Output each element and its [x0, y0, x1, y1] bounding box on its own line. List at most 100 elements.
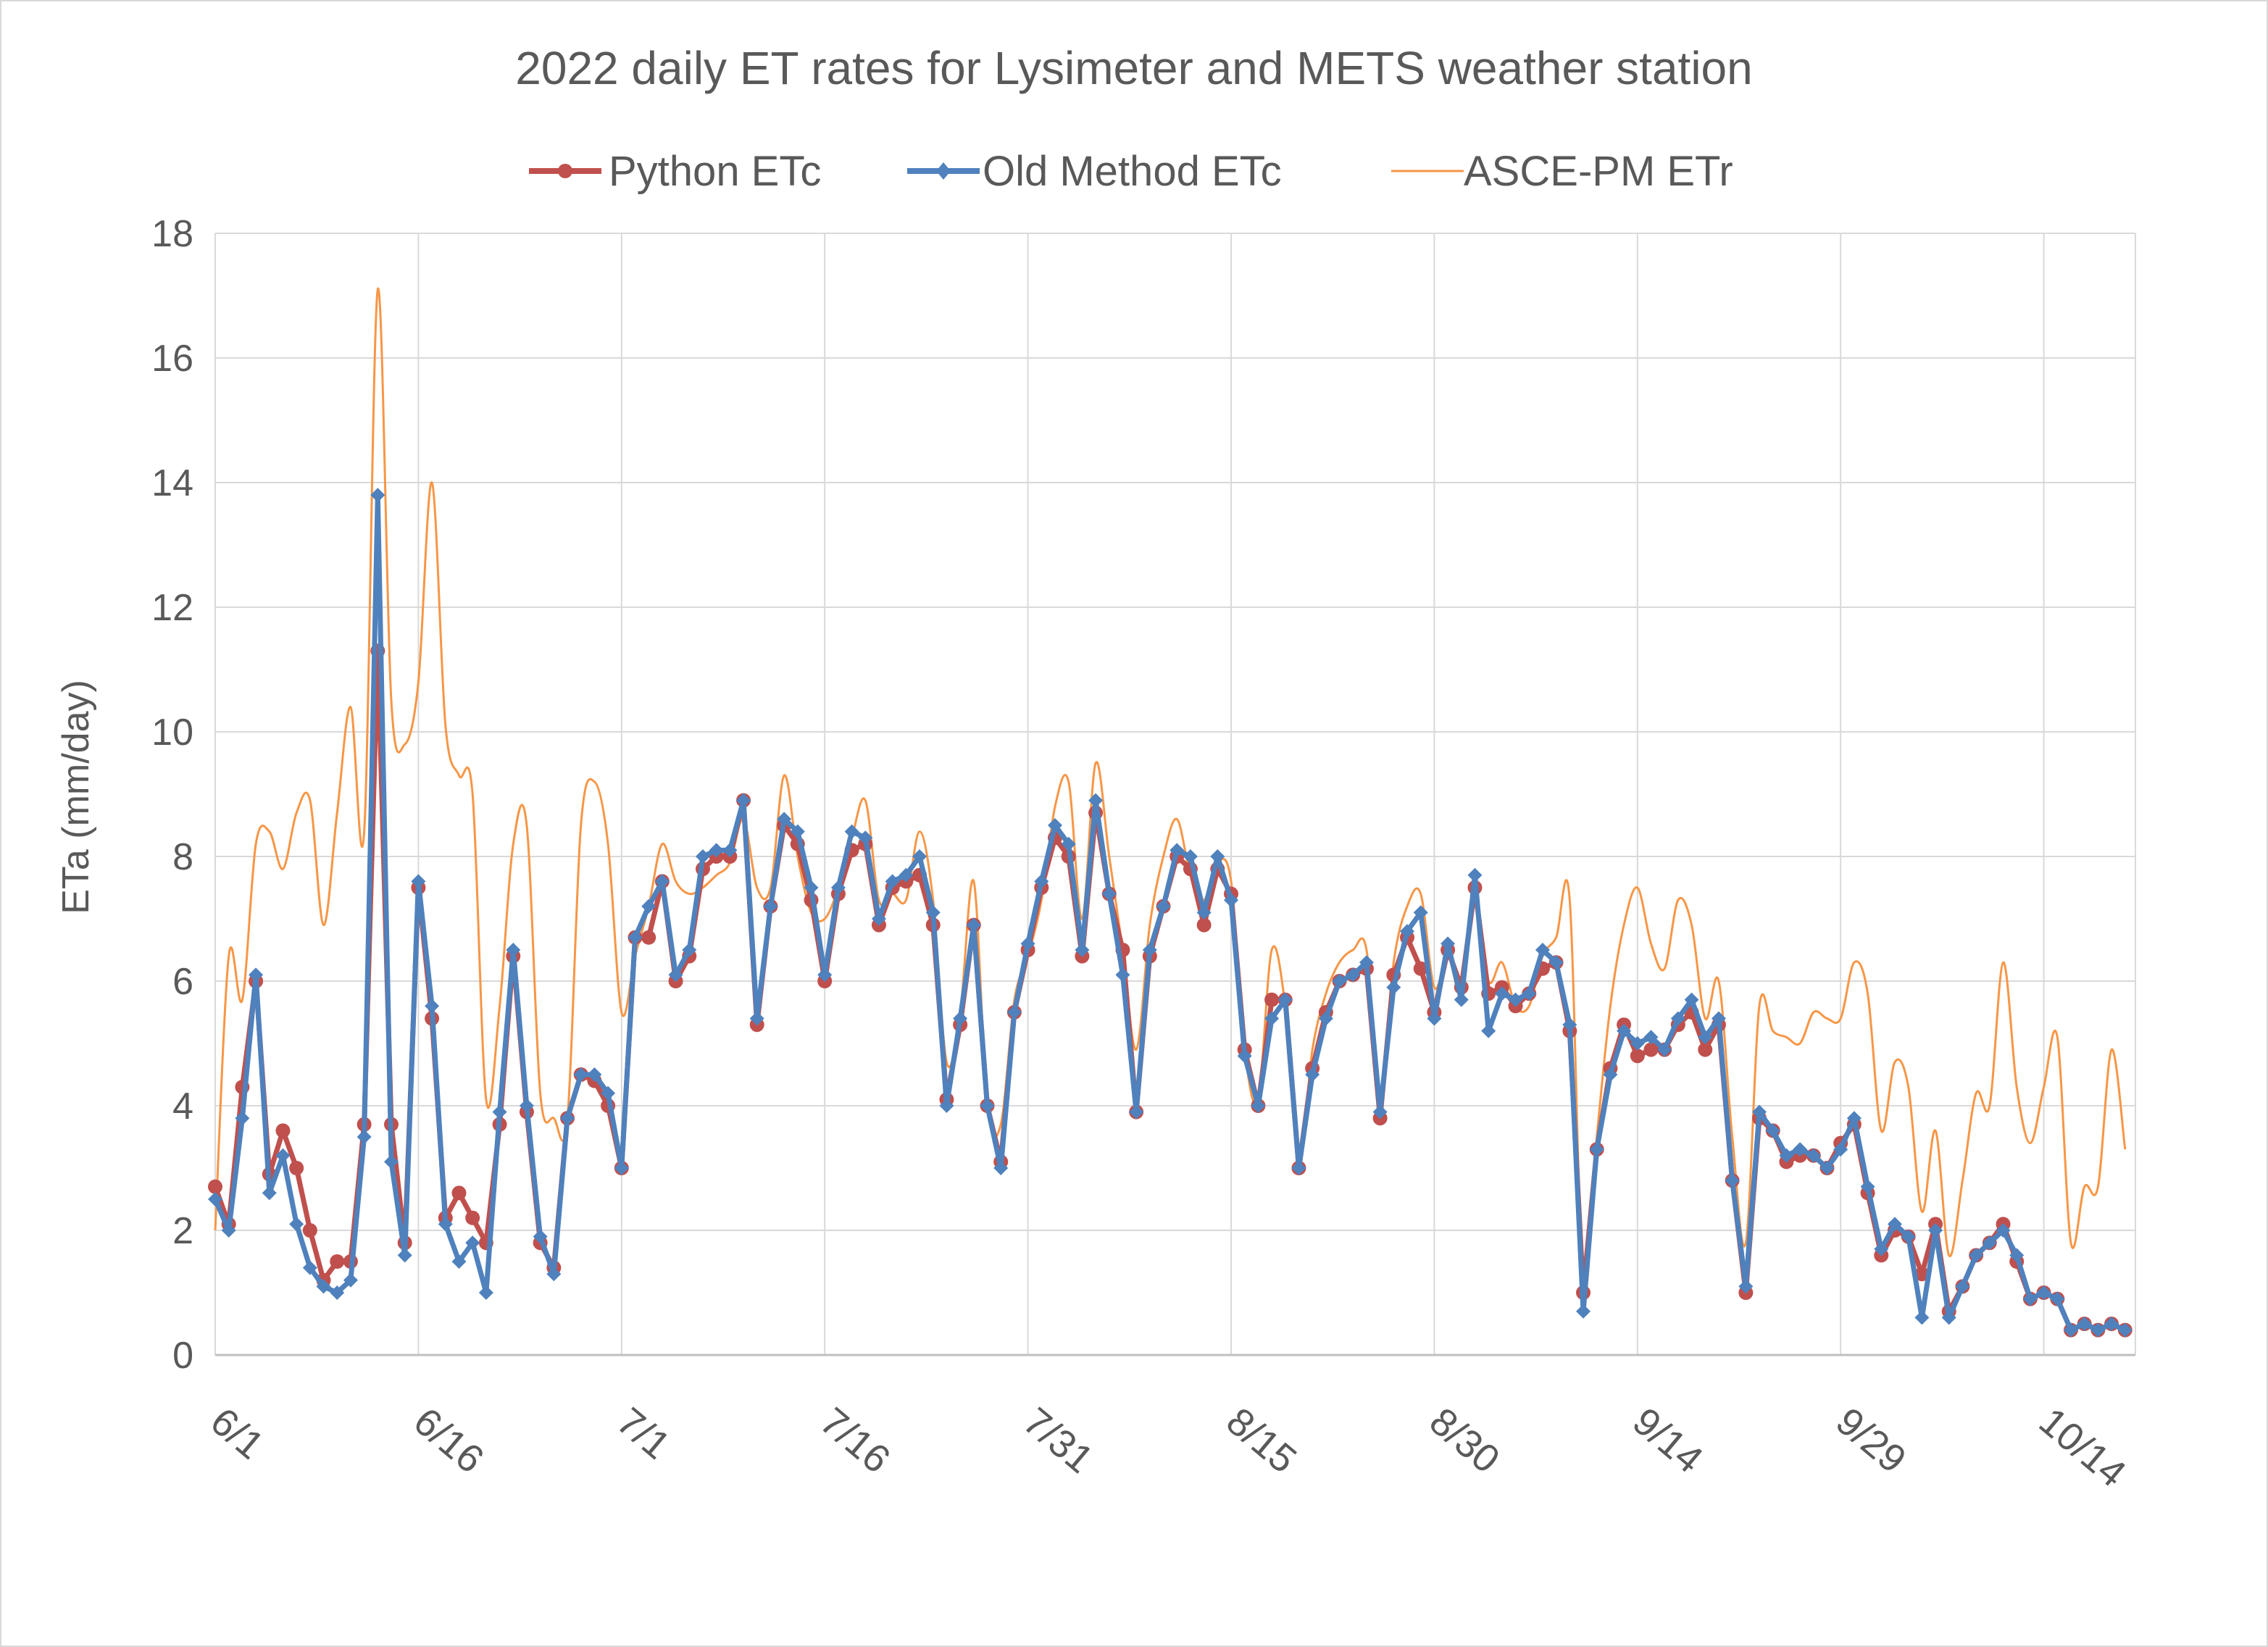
series-old-method-etc	[208, 488, 2132, 1338]
data-point-old-method-etc	[668, 967, 683, 983]
data-point-old-method-etc	[2104, 1317, 2119, 1331]
data-point-old-method-etc	[1034, 874, 1049, 889]
y-tick-label: 0	[172, 1335, 193, 1377]
y-tick-label: 10	[151, 712, 193, 754]
data-point-old-method-etc	[1589, 1142, 1604, 1157]
data-point-old-method-etc	[722, 843, 738, 858]
data-point-old-method-etc	[1088, 793, 1104, 808]
data-point-old-method-etc	[1346, 967, 1361, 983]
x-tick-label: 6/1	[202, 1399, 272, 1467]
data-point-old-method-etc	[885, 874, 900, 889]
series-line-old-method-etc	[212, 492, 2127, 1333]
data-point-old-method-etc	[1359, 955, 1374, 970]
data-point-old-method-etc	[899, 867, 914, 883]
data-point-old-method-etc	[1684, 992, 1699, 1007]
data-point-old-method-etc	[777, 812, 792, 827]
data-point-python-etc	[1698, 1042, 1713, 1057]
data-point-old-method-etc	[966, 917, 981, 933]
data-point-old-method-etc	[641, 898, 656, 914]
data-point-old-method-etc	[1846, 1111, 1861, 1126]
data-point-old-method-etc	[695, 849, 710, 864]
data-point-old-method-etc	[1752, 1104, 1767, 1119]
data-point-old-method-etc	[1806, 1148, 1821, 1163]
data-point-old-method-etc	[1508, 992, 1523, 1007]
data-point-old-method-etc	[2077, 1317, 2092, 1331]
data-point-old-method-etc	[858, 830, 873, 846]
legend-item-python-etc: Python ETc	[529, 148, 821, 195]
data-point-old-method-etc	[993, 1161, 1009, 1175]
data-point-old-method-etc	[1562, 1017, 1577, 1033]
data-point-old-method-etc	[1874, 1241, 1889, 1256]
data-point-old-method-etc	[1006, 1005, 1022, 1020]
y-axis-label: ETa (mm/day)	[55, 680, 97, 914]
x-tick-label: 7/31	[1015, 1399, 1101, 1482]
data-point-old-method-etc	[587, 1067, 602, 1082]
data-point-old-method-etc	[953, 1011, 968, 1026]
data-point-old-method-etc	[1101, 886, 1117, 901]
data-point-old-method-etc	[1210, 849, 1225, 864]
data-point-old-method-etc	[2036, 1285, 2051, 1300]
data-point-old-method-etc	[343, 1272, 358, 1288]
chart-title: 2022 daily ET rates for Lysimeter and ME…	[515, 42, 1752, 94]
data-point-old-method-etc	[1332, 974, 1347, 988]
data-point-old-method-etc	[682, 943, 697, 957]
y-tick-label: 12	[151, 587, 193, 629]
data-point-old-method-etc	[2063, 1322, 2078, 1338]
y-tick-label: 4	[172, 1085, 193, 1127]
data-point-python-etc	[1914, 1267, 1930, 1282]
data-point-old-method-etc	[1969, 1248, 1984, 1263]
data-point-old-method-etc	[208, 1192, 222, 1206]
data-point-old-method-etc	[533, 1229, 548, 1244]
data-point-old-method-etc	[1372, 1104, 1388, 1119]
y-tick-labels: 0 2 4 6 8 10 12 14 16 18	[151, 213, 193, 1377]
data-point-old-method-etc	[1264, 1011, 1280, 1026]
data-point-old-method-etc	[1170, 843, 1185, 858]
x-tick-label: 8/30	[1422, 1399, 1508, 1482]
data-point-old-method-etc	[425, 998, 440, 1014]
data-point-old-method-etc	[736, 793, 751, 808]
data-point-old-method-etc	[465, 1235, 480, 1251]
data-point-old-method-etc	[438, 1217, 453, 1232]
data-point-old-method-etc	[262, 1185, 277, 1201]
data-point-old-method-etc	[384, 1154, 399, 1169]
data-point-old-method-etc	[1251, 1098, 1266, 1113]
legend-label-python-etc: Python ETc	[609, 148, 821, 195]
data-point-old-method-etc	[2090, 1322, 2106, 1338]
data-point-old-method-etc	[1441, 936, 1456, 951]
legend-item-old-method-etc: Old Method ETc	[907, 148, 1282, 195]
data-point-old-method-etc	[1413, 905, 1428, 920]
data-point-old-method-etc	[1156, 898, 1171, 914]
data-point-old-method-etc	[357, 1130, 372, 1144]
data-point-old-method-etc	[2009, 1248, 2025, 1263]
data-point-old-method-etc	[709, 843, 724, 858]
data-point-old-method-etc	[1115, 967, 1130, 983]
data-point-old-method-etc	[1467, 867, 1483, 883]
data-point-old-method-etc	[1427, 1011, 1442, 1026]
data-point-old-method-etc	[1793, 1142, 1808, 1157]
y-tick-label: 2	[172, 1210, 193, 1252]
data-point-old-method-etc	[601, 1085, 616, 1101]
data-point-old-method-etc	[790, 824, 805, 839]
data-point-old-method-etc	[1617, 1023, 1632, 1038]
data-point-old-method-etc	[1887, 1217, 1902, 1232]
data-point-python-etc	[641, 930, 656, 945]
data-point-old-method-etc	[980, 1098, 995, 1113]
series-layer	[208, 287, 2132, 1338]
data-point-old-method-etc	[1522, 986, 1537, 1001]
data-point-python-etc	[465, 1210, 480, 1225]
data-point-old-method-etc	[1481, 1023, 1496, 1038]
data-point-old-method-etc	[1711, 1011, 1726, 1026]
data-point-old-method-etc	[1400, 924, 1415, 939]
data-point-old-method-etc	[1454, 992, 1469, 1007]
x-tick-labels: 6/1 6/16 7/1 7/16 7/31 8/15 8/30 9/14 9/29 10/14	[202, 1399, 2134, 1496]
data-point-old-method-etc	[1779, 1148, 1794, 1163]
data-point-old-method-etc	[1738, 1279, 1754, 1294]
data-point-old-method-etc	[1657, 1042, 1672, 1057]
data-point-old-method-etc	[1535, 943, 1550, 957]
data-point-old-method-etc	[1548, 955, 1564, 970]
x-tick-label: 9/14	[1625, 1399, 1711, 1482]
data-point-old-method-etc	[830, 880, 846, 895]
data-point-old-method-etc	[817, 967, 833, 983]
